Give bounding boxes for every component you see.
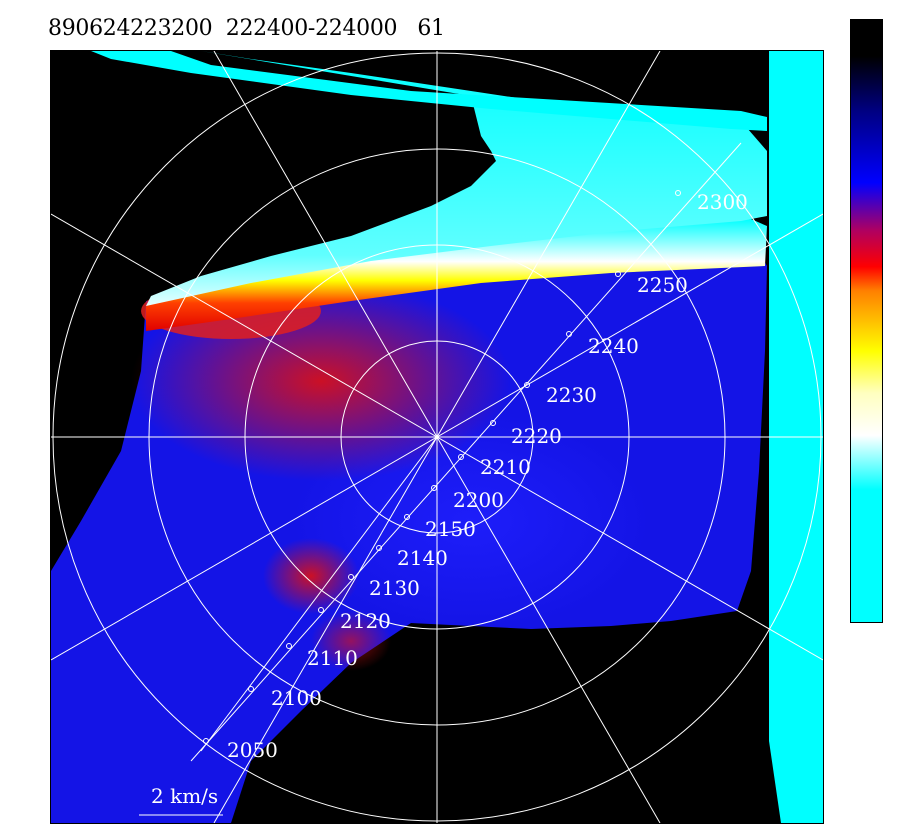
track-labels: 2050 2100 2110 2120 2130 2140 2150 2200 … (227, 190, 748, 762)
track-markers (203, 190, 681, 744)
track-label: 2200 (453, 488, 504, 512)
track-label: 2140 (397, 546, 448, 570)
cyan-top-strip (91, 51, 767, 131)
red-region-lower (263, 538, 359, 614)
track-label: 2220 (511, 424, 562, 448)
red-region-small (311, 611, 391, 671)
track-label: 2050 (227, 738, 278, 762)
colorbar-gradient (851, 20, 882, 622)
track-label: 2210 (480, 455, 531, 479)
black-notch (769, 741, 781, 823)
track-label: 2300 (697, 190, 748, 214)
track-label: 2130 (369, 576, 420, 600)
velocity-scale-label: 2 km/s (151, 784, 218, 808)
track-label: 2150 (425, 517, 476, 541)
velocity-scale: 2 km/s (139, 784, 223, 816)
colorbar-canvas (851, 20, 882, 622)
track-label: 2250 (637, 273, 688, 297)
track-label: 2240 (588, 334, 639, 358)
polar-plot-canvas: 2050 2100 2110 2120 2130 2140 2150 2200 … (50, 50, 824, 824)
plot-title: 890624223200 222400-224000 61 (48, 16, 445, 41)
bright-band (146, 219, 767, 331)
track-lines (190, 142, 742, 762)
track-label: 2110 (307, 646, 358, 670)
track-label: 2120 (340, 609, 391, 633)
polar-plot: 2050 2100 2110 2120 2130 2140 2150 2200 … (50, 50, 824, 824)
colorbar (850, 19, 883, 623)
track-label: 2230 (546, 383, 597, 407)
track-label: 2100 (271, 686, 322, 710)
